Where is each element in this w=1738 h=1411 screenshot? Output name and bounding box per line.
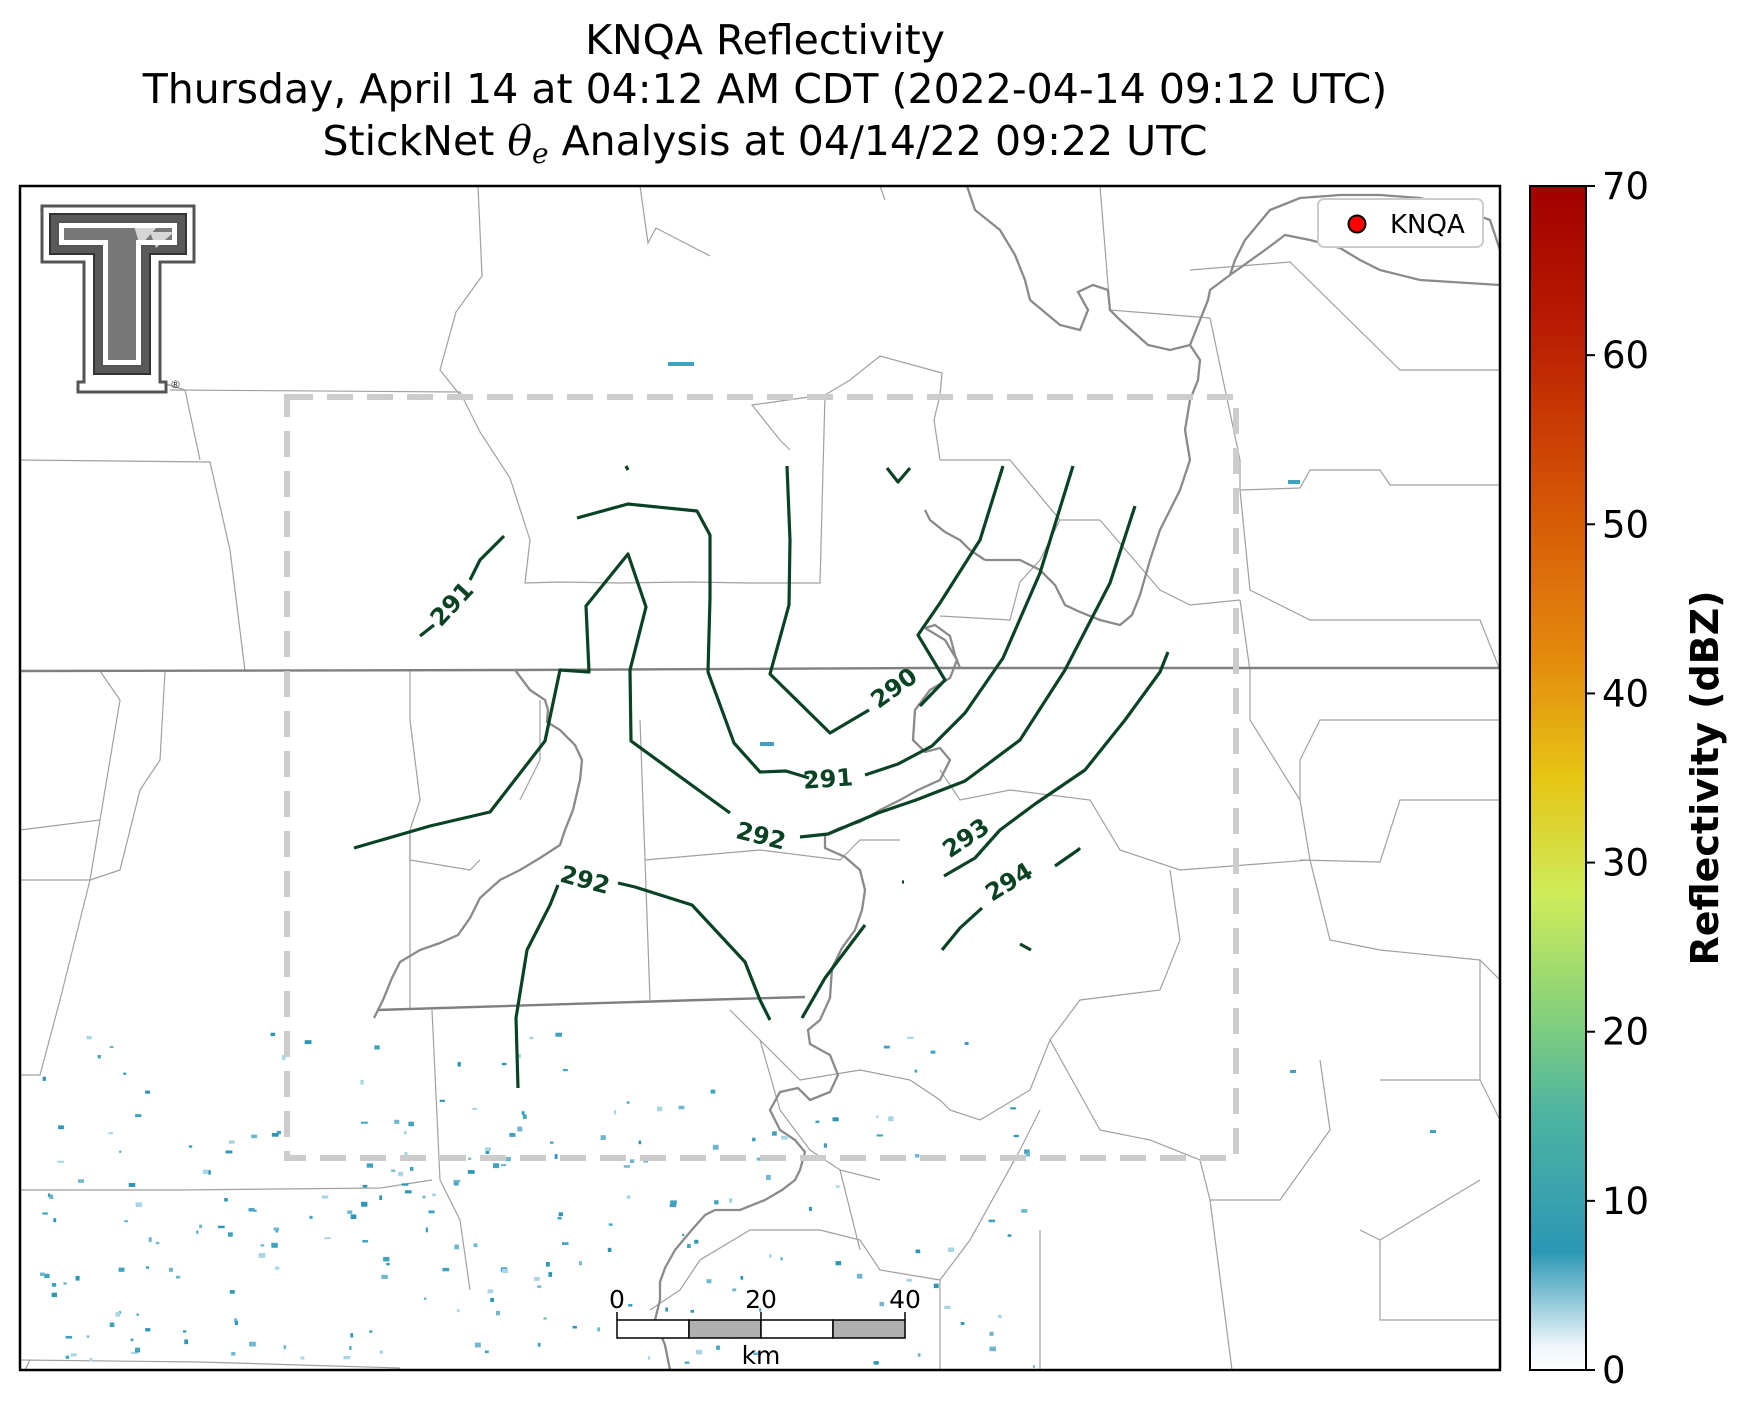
contour-label: 291 [802,763,854,794]
colorbar-gradient [1529,185,1587,1371]
analysis-domain-box [284,394,1239,1161]
legend-label: KNQA [1390,210,1465,240]
title-radar: KNQA Reflectivity [585,16,945,64]
colorbar-tick-label: 0 [1602,1349,1626,1392]
colorbar-ticks: 0 10 20 30 40 50 60 70 [1586,165,1649,1392]
reflectivity-echoes [40,362,1436,1370]
title-analysis: StickNet θe Analysis at 04/14/22 09:22 U… [322,117,1208,171]
colorbar: 0 10 20 30 40 50 60 70 Reflectivity (dBZ) [1529,165,1727,1392]
scale-tick-label: 40 [889,1285,921,1314]
county-borders [20,186,1500,1370]
texas-tech-logo: ® [40,204,196,394]
theta-symbol: θ [507,117,532,165]
scale-bar: 0 20 40 km [609,1285,921,1370]
colorbar-label: Reflectivity (dBZ) [1683,590,1727,965]
colorbar-tick-label: 40 [1602,672,1649,715]
theta-e-contours [353,465,1170,1089]
scale-tick-label: 0 [609,1285,625,1314]
colorbar-tick-label: 70 [1602,165,1649,208]
colorbar-tick-label: 30 [1602,842,1649,885]
colorbar-tick-label: 10 [1602,1180,1649,1223]
colorbar-tick-label: 20 [1602,1011,1649,1054]
theta-subscript: e [532,137,549,170]
registered-mark: ® [170,378,181,391]
state-borders [20,666,1500,1012]
colorbar-tick-label: 50 [1602,503,1649,546]
colorbar-tick-label: 60 [1602,334,1649,377]
scale-unit-label: km [742,1341,781,1370]
scale-tick-label: 20 [745,1285,777,1314]
knqa-marker-icon [1347,214,1367,234]
legend-box: KNQA [1317,198,1484,248]
title-datetime: Thursday, April 14 at 04:12 AM CDT (2022… [142,65,1388,113]
map-frame [18,184,1502,1372]
rivers [372,186,1500,1370]
map-background [20,186,1500,1370]
